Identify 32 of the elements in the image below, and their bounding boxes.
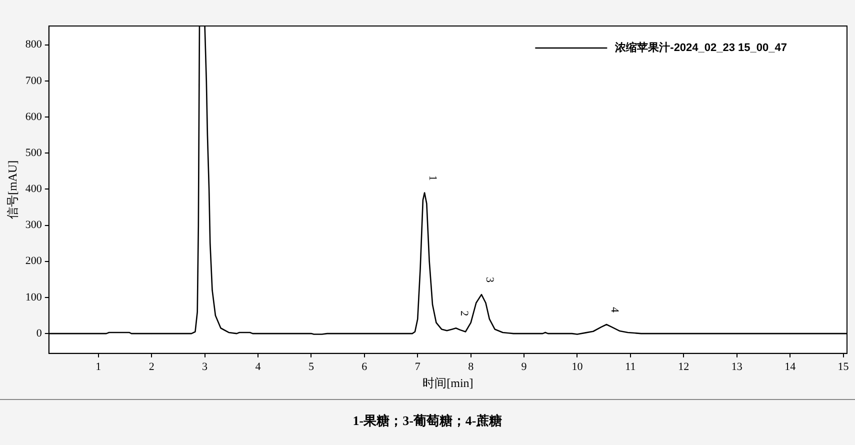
x-tick-label: 14 [784,360,796,373]
annotation: 3 [484,277,496,284]
y-tick-label: 500 [25,146,42,159]
x-tick-label: 2 [148,360,154,373]
y-tick-label: 300 [25,219,42,232]
x-tick-label: 9 [521,360,528,373]
y-tick-label: 100 [25,291,42,304]
y-tick-label: 400 [25,183,42,196]
text: 1-果糖；3-葡萄糖；4-蔗糖 [352,412,504,430]
y-tick-label: 800 [25,38,42,51]
x-tick-label: 5 [308,360,314,373]
x-tick-label: 4 [255,360,262,373]
annotation: 1 [426,175,439,181]
y-axis-title: 信号[mAU] [5,160,20,220]
y-tick-label: 600 [25,110,42,123]
text: 浓缩苹果汁-2024_02_23 15_00_47 [614,41,787,54]
x-tick-label: 15 [838,360,850,373]
y-tick-label: 700 [25,74,42,87]
x-tick-label: 10 [572,360,584,373]
x-axis-title: 时间[min] [422,376,474,390]
y-tick-label: 200 [25,255,42,268]
x-tick-label: 7 [414,360,421,373]
annotation: 2 [458,310,470,316]
x-tick-label: 13 [731,360,743,373]
x-tick-label: 11 [625,360,636,373]
y-tick-label: 0 [36,327,42,340]
x-tick-label: 12 [678,360,690,373]
x-tick-label: 6 [362,360,368,373]
annotation: 4 [608,307,621,314]
x-tick-label: 8 [468,360,474,373]
x-tick-label: 3 [202,360,208,373]
x-tick-label: 1 [96,360,102,373]
